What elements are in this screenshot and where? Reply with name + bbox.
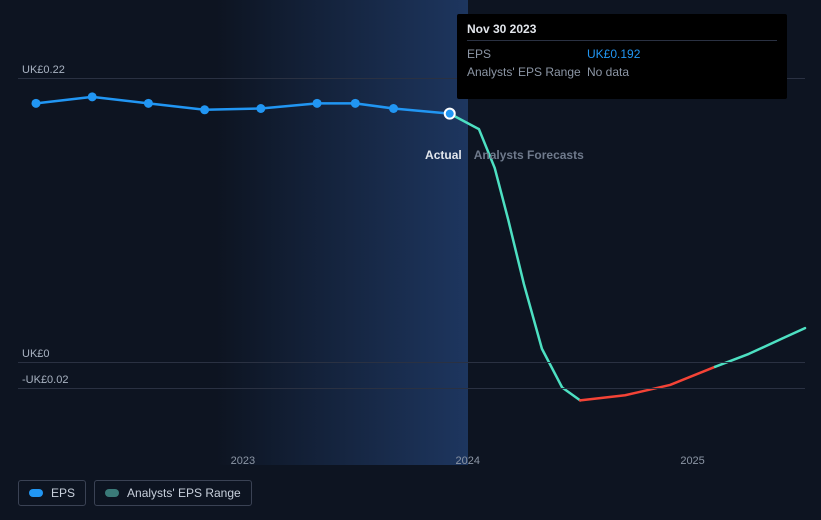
x-axis-label: 2024	[455, 455, 479, 467]
y-axis-label: -UK£0.02	[22, 374, 68, 388]
tooltip-key: Analysts' EPS Range	[467, 65, 587, 79]
tooltip-key: EPS	[467, 47, 587, 61]
tooltip-value: UK£0.192	[587, 47, 640, 61]
tooltip-value: No data	[587, 65, 629, 79]
tooltip-row: EPSUK£0.192	[467, 45, 777, 63]
legend-label: Analysts' EPS Range	[127, 486, 241, 500]
legend-item-eps[interactable]: EPS	[18, 480, 86, 506]
tooltip-row: Analysts' EPS RangeNo data	[467, 63, 777, 81]
x-axis-label: 2023	[231, 455, 255, 467]
gridline	[18, 362, 805, 363]
gridline	[18, 388, 805, 389]
legend: EPS Analysts' EPS Range	[18, 480, 252, 506]
x-axis-label: 2025	[680, 455, 704, 467]
section-label-actual: Actual	[425, 148, 462, 162]
legend-swatch-range	[105, 489, 119, 497]
chart-tooltip: Nov 30 2023EPSUK£0.192Analysts' EPS Rang…	[457, 14, 787, 99]
legend-item-range[interactable]: Analysts' EPS Range	[94, 480, 252, 506]
section-label-forecast: Analysts Forecasts	[474, 148, 584, 162]
legend-swatch-eps	[29, 489, 43, 497]
legend-label: EPS	[51, 486, 75, 500]
y-axis-label: UK£0.22	[22, 64, 65, 78]
y-axis-label: UK£0	[22, 348, 50, 362]
tooltip-title: Nov 30 2023	[467, 22, 777, 41]
